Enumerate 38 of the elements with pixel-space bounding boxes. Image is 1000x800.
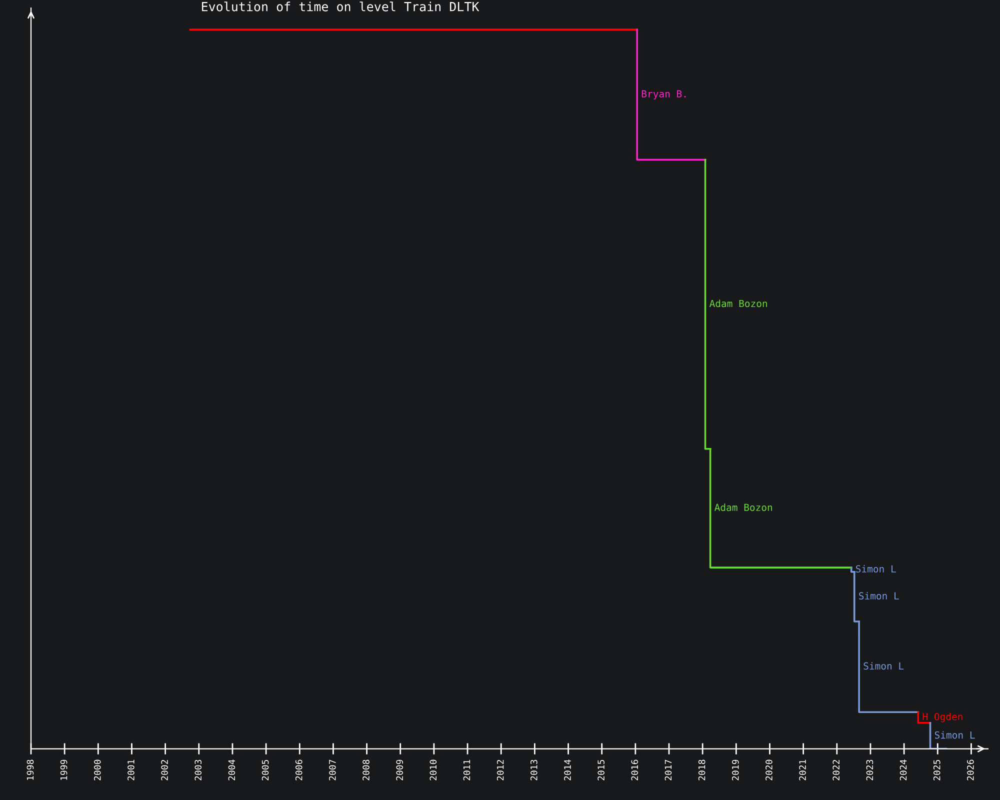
series-label: Simon L [934,731,975,739]
x-tick-label: 2009 [396,760,404,780]
x-tick-label: 2024 [900,760,907,780]
x-tick-label: 2006 [295,760,302,780]
series-label: Bryan B. [642,90,686,100]
x-tick-label: 2010 [430,760,437,780]
series-label: H Ogden [922,712,962,722]
x-tick-label: 2015 [598,760,604,780]
x-tick-label: 2011 [463,760,470,780]
chart-title: Evolution of time on level Train DLTK [202,2,480,12]
x-tick-label: 2007 [329,760,336,780]
series-label: Simon L [859,592,899,600]
x-tick-label: 2026 [967,760,974,780]
x-tick-label: 2005 [262,760,269,780]
x-tick-label: 2014 [564,760,571,780]
x-tick-label: 2022 [832,760,840,780]
series-label: Adam Bozon [709,300,767,308]
x-tick-label: 2000 [94,760,101,780]
x-tick-label: 2004 [228,760,236,780]
x-tick-label: 2019 [732,760,739,780]
x-tick-label: 2020 [766,760,772,780]
x-tick-label: 2008 [362,760,370,780]
x-tick-label: 2018 [698,760,706,780]
series-label: Simon L [856,565,896,573]
x-tick-label: 2013 [530,760,538,780]
x-tick-label: 2001 [128,760,134,780]
x-tick-label: 2017 [664,760,672,780]
x-tick-label: 2023 [866,760,874,780]
x-tick-label: 2012 [496,760,504,780]
x-tick-label: 2021 [799,760,806,780]
series-label: Simon L [864,662,904,670]
x-tick-label: 2002 [161,760,168,780]
x-tick-label: 2016 [631,760,638,780]
series-label: Adam Bozon [714,504,772,512]
x-tick-label: 2003 [194,760,202,780]
x-tick-label: 2025 [933,760,940,780]
x-tick-label: 1999 [60,760,68,780]
x-tick-label: 1998 [26,760,34,780]
